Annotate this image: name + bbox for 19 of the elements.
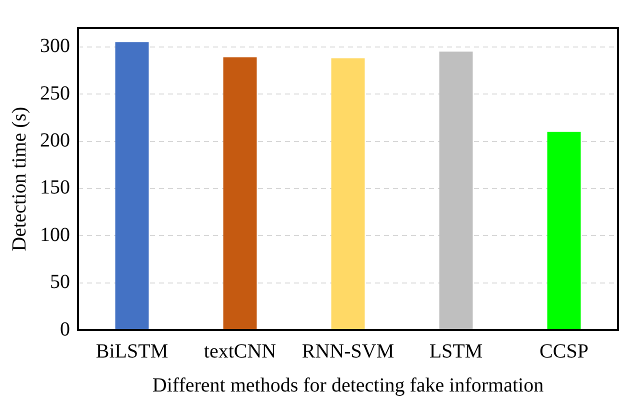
bar: [331, 58, 365, 330]
y-tick-label: 100: [40, 224, 70, 246]
y-tick-label: 50: [50, 271, 70, 294]
y-tick-label: 150: [40, 176, 70, 199]
y-tick-label: 0: [60, 318, 70, 340]
bar: [439, 52, 473, 330]
y-tick-label: 250: [40, 82, 70, 104]
x-tick-label: BiLSTM: [96, 340, 168, 362]
y-tick-label: 300: [40, 35, 70, 58]
x-tick-label: RNN-SVM: [302, 340, 394, 362]
bar: [547, 132, 581, 330]
y-axis-title: Detection time (s): [8, 106, 30, 252]
x-tick-label: LSTM: [429, 340, 483, 362]
bar: [115, 42, 149, 330]
x-axis-title: Different methods for detecting fake information: [152, 374, 544, 396]
x-tick-label: CCSP: [540, 340, 588, 362]
y-tick-label: 200: [40, 130, 70, 152]
bar: [223, 57, 257, 330]
x-tick-label: textCNN: [204, 340, 276, 362]
